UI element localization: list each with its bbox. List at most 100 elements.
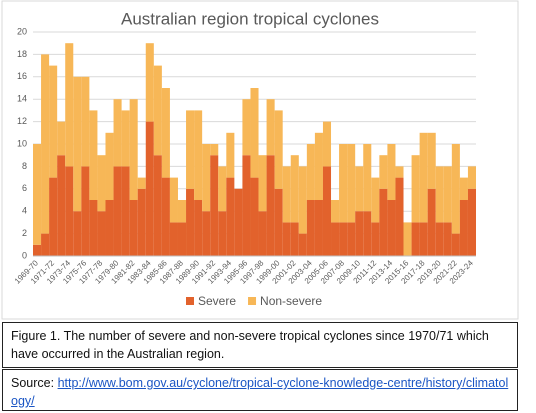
- bar-segment: [331, 222, 340, 256]
- bar-segment: [202, 211, 211, 256]
- bar-segment: [451, 233, 460, 256]
- bar-segment: [395, 166, 404, 178]
- bar-segment: [363, 211, 372, 256]
- y-tick-label: 2: [22, 228, 27, 238]
- bar-segment: [411, 155, 420, 223]
- bar-segment: [49, 177, 58, 256]
- bar-segment: [194, 200, 203, 256]
- legend-swatch: [186, 297, 194, 305]
- bar-segment: [194, 110, 203, 200]
- bar-segment: [266, 155, 275, 256]
- bar-segment: [97, 211, 106, 256]
- bar-segment: [258, 211, 267, 256]
- bar-segment: [242, 155, 251, 256]
- bar-segment: [355, 166, 364, 212]
- bar-segment: [202, 144, 211, 212]
- bar-segment: [451, 144, 460, 234]
- bar-segment: [145, 43, 154, 122]
- bar-segment: [322, 166, 332, 256]
- bar-segment: [113, 99, 122, 167]
- source-label: Source:: [11, 376, 55, 390]
- bar-segment: [298, 233, 307, 256]
- bar-segment: [387, 200, 396, 256]
- chart-title: Australian region tropical cyclones: [121, 9, 379, 28]
- bar-segment: [322, 121, 332, 167]
- bar-segment: [113, 166, 122, 256]
- bar-segment: [395, 177, 404, 256]
- bar-segment: [226, 177, 235, 256]
- bar-segment: [290, 155, 299, 223]
- bar-segment: [314, 200, 323, 256]
- bar-segment: [41, 54, 50, 234]
- y-tick-label: 18: [17, 49, 27, 59]
- bar-segment: [298, 166, 307, 234]
- bar-segment: [282, 166, 291, 223]
- bar-segment: [339, 222, 348, 256]
- bar-segment: [331, 200, 340, 223]
- caption: Figure 1. The number of severe and non-s…: [2, 322, 518, 368]
- bar-segment: [137, 188, 146, 256]
- bar-segment: [443, 222, 452, 256]
- bar-segment: [339, 144, 348, 223]
- bar-segment: [186, 110, 195, 189]
- bar-segment: [153, 65, 162, 156]
- bar-segment: [105, 132, 114, 200]
- y-tick-label: 10: [17, 138, 27, 148]
- bar-segment: [443, 166, 452, 223]
- bar-segment: [218, 166, 227, 212]
- bar-segment: [161, 177, 170, 256]
- bar-segment: [419, 222, 428, 256]
- bar-segment: [33, 244, 42, 256]
- bar-segment: [73, 211, 82, 256]
- bar-segment: [347, 222, 356, 256]
- bar-segment: [250, 88, 259, 178]
- bar-segment: [258, 155, 267, 212]
- bar-segment: [169, 177, 178, 223]
- source: Source: http://www.bom.gov.au/cyclone/tr…: [2, 369, 518, 411]
- bar-segment: [355, 211, 364, 256]
- bar-segment: [250, 177, 259, 256]
- y-tick-label: 16: [17, 71, 27, 81]
- bar-segment: [282, 222, 291, 256]
- bar-segment: [177, 200, 187, 223]
- y-tick-label: 20: [17, 26, 27, 36]
- bar-segment: [274, 110, 283, 189]
- bar-segment: [427, 132, 436, 189]
- bar-segment: [57, 155, 66, 256]
- bar-segment: [186, 188, 195, 256]
- bar-segment: [97, 155, 106, 212]
- bar-segment: [169, 222, 178, 256]
- bar-segment: [379, 188, 388, 256]
- bar-segment: [153, 155, 162, 256]
- bar-segment: [210, 155, 219, 256]
- bar-segment: [226, 132, 235, 178]
- y-tick-label: 6: [22, 183, 27, 193]
- bar-segment: [467, 188, 476, 256]
- bar-segment: [210, 144, 219, 156]
- source-link[interactable]: http://www.bom.gov.au/cyclone/tropical-c…: [11, 376, 509, 408]
- bar-segment: [145, 121, 154, 256]
- bar-segment: [403, 222, 412, 256]
- bar-segment: [218, 211, 227, 256]
- bar-segment: [459, 200, 468, 256]
- bar-segment: [129, 99, 138, 200]
- bar-segment: [89, 110, 98, 200]
- bar-segment: [274, 188, 283, 256]
- bar-segment: [73, 76, 82, 212]
- bar-segment: [371, 222, 380, 256]
- bar-segment: [89, 200, 98, 256]
- bar-segment: [435, 222, 444, 256]
- y-tick-label: 14: [17, 94, 27, 104]
- bar-segment: [121, 166, 130, 256]
- bar-segment: [81, 76, 90, 167]
- y-tick-label: 4: [22, 206, 27, 216]
- bar-segment: [129, 200, 138, 256]
- bar-segment: [427, 188, 436, 256]
- bar-segment: [137, 177, 146, 189]
- bar-segment: [41, 233, 50, 256]
- bar-segment: [347, 144, 356, 223]
- bar-segment: [242, 99, 251, 156]
- bar-segment: [177, 222, 187, 256]
- bar-segment: [33, 144, 42, 245]
